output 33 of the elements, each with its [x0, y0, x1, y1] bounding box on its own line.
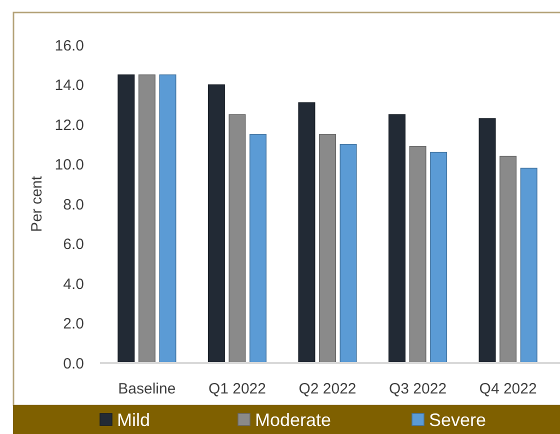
x-tick-label: Baseline — [118, 380, 176, 398]
x-tick-label: Q4 2022 — [479, 380, 537, 398]
y-tick-label: 4.0 — [63, 276, 84, 293]
bar — [520, 168, 538, 364]
bar — [298, 102, 316, 364]
y-axis-title: Per cent — [28, 175, 46, 232]
legend-label: Mild — [117, 410, 150, 430]
bar — [159, 74, 176, 364]
y-tick-label: 6.0 — [63, 236, 84, 253]
bar — [208, 84, 225, 364]
y-tick-label: 2.0 — [63, 316, 84, 332]
y-tick-label: 0.0 — [63, 355, 84, 372]
y-tick-label: 16.0 — [54, 37, 84, 54]
y-tick-label: 14.0 — [54, 77, 84, 94]
bar — [340, 144, 357, 364]
y-tick-label: 12.0 — [54, 116, 84, 134]
bar — [138, 74, 156, 364]
bar — [500, 156, 517, 364]
bar — [228, 114, 246, 364]
x-tick-label: Q1 2022 — [208, 380, 266, 398]
bar — [318, 134, 336, 364]
bar — [388, 114, 406, 364]
legend-label: Moderate — [255, 410, 332, 430]
bar — [118, 74, 135, 364]
y-tick-label: 8.0 — [63, 196, 84, 214]
bar — [250, 134, 267, 364]
legend-label: Severe — [429, 410, 486, 430]
bar — [409, 146, 426, 364]
x-tick-label: Q2 2022 — [298, 380, 356, 398]
bar — [478, 118, 496, 364]
y-tick-label: 10.0 — [54, 156, 84, 174]
x-tick-label: Q3 2022 — [389, 380, 447, 398]
bar — [430, 152, 448, 364]
